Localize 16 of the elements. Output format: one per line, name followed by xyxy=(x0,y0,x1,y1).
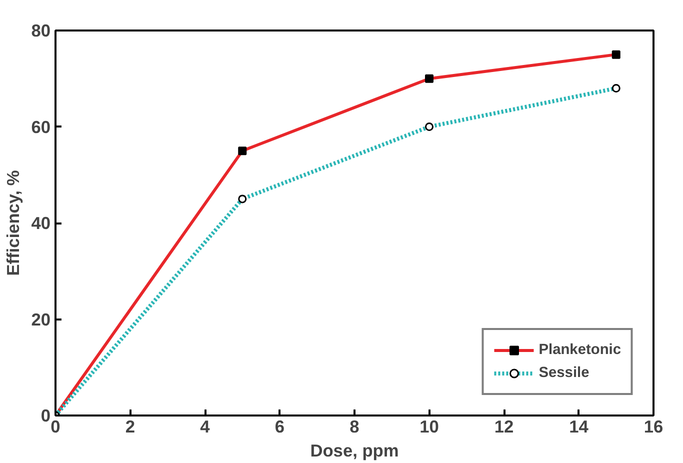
y-tick-label: 60 xyxy=(31,116,51,137)
x-axis-title: Dose, ppm xyxy=(310,440,399,460)
x-tick-label: 12 xyxy=(494,416,514,436)
x-tick-label: 10 xyxy=(420,416,439,436)
x-tick-label: 4 xyxy=(200,416,210,436)
y-tick-label: 40 xyxy=(31,213,51,233)
x-tick-label: 16 xyxy=(644,416,664,436)
x-tick-label: 6 xyxy=(274,416,285,436)
x-tick-label: 14 xyxy=(569,416,589,436)
y-tick-label: 20 xyxy=(31,309,51,330)
y-tick-label: 80 xyxy=(31,20,51,40)
x-tick-label: 8 xyxy=(350,416,360,436)
x-tick-label: 2 xyxy=(125,416,136,436)
y-axis-title: Efficiency, % xyxy=(3,170,24,276)
legend-label: Planketonic xyxy=(538,342,621,358)
legend-label: Sessile xyxy=(538,365,590,381)
